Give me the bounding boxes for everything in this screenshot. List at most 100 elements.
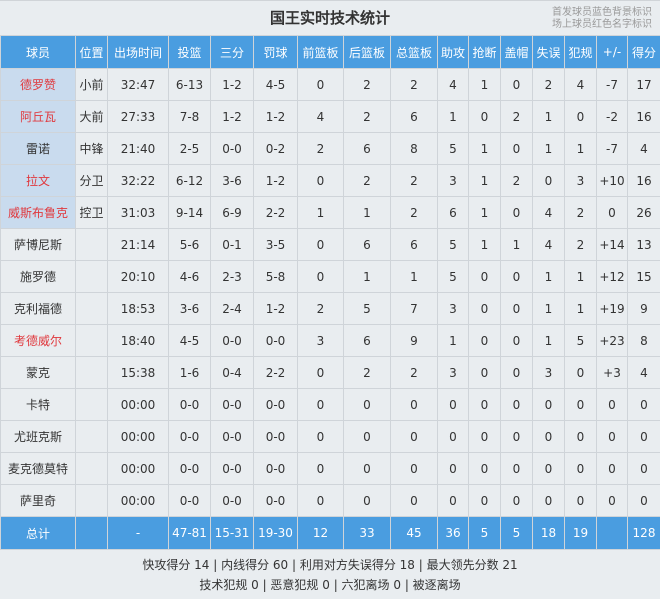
stat-cell: 4 xyxy=(564,68,597,101)
stat-cell: 3 xyxy=(437,292,469,325)
column-header[interactable]: +/- xyxy=(596,35,628,69)
stat-cell: 0 xyxy=(500,260,533,293)
stat-cell: 0 xyxy=(627,388,660,421)
column-header[interactable]: 失误 xyxy=(532,35,565,69)
player-name[interactable]: 萨博尼斯 xyxy=(0,228,76,261)
stat-cell: 0-1 xyxy=(210,228,254,261)
column-header[interactable]: 投篮 xyxy=(168,35,211,69)
player-name[interactable]: 德罗赞 xyxy=(0,68,76,101)
stat-cell: 0-0 xyxy=(210,324,254,357)
stat-cell: 1-2 xyxy=(210,100,254,133)
player-row: 尤班克斯 00:00 0-0 0-0 0-0 0 0 0 0 0 0 0 0 0 0 xyxy=(0,420,660,453)
column-header[interactable]: 三分 xyxy=(210,35,254,69)
stat-cell: 0 xyxy=(627,420,660,453)
stat-cell: 32:22 xyxy=(107,164,169,197)
stat-cell: 0 xyxy=(596,452,628,485)
stat-cell: 4 xyxy=(532,228,565,261)
player-name[interactable]: 拉文 xyxy=(0,164,76,197)
stat-cell: 2 xyxy=(390,356,438,389)
legend-starter: 首发球员蓝色背景标识 xyxy=(552,7,652,18)
stat-cell: 2-4 xyxy=(210,292,254,325)
player-name[interactable]: 考德威尔 xyxy=(0,324,76,357)
player-name[interactable]: 施罗德 xyxy=(0,260,76,293)
stat-cell: 18:40 xyxy=(107,324,169,357)
stat-cell: 6-12 xyxy=(168,164,211,197)
stat-cell: 0 xyxy=(532,164,565,197)
total-cell: 45 xyxy=(390,516,438,550)
column-header[interactable]: 前篮板 xyxy=(297,35,344,69)
stat-cell: 8 xyxy=(627,324,660,357)
stat-cell: 8 xyxy=(390,132,438,165)
column-header[interactable]: 球员 xyxy=(0,35,76,69)
stat-cell: 0 xyxy=(564,356,597,389)
stat-cell: 0 xyxy=(468,420,501,453)
player-name[interactable]: 克利福德 xyxy=(0,292,76,325)
stat-cell: 0 xyxy=(596,484,628,517)
stat-cell: 1-2 xyxy=(253,164,298,197)
player-name[interactable]: 蒙克 xyxy=(0,356,76,389)
stat-cell: 00:00 xyxy=(107,452,169,485)
column-header[interactable]: 后篮板 xyxy=(343,35,391,69)
stat-cell: 3 xyxy=(437,164,469,197)
stat-cell: 6 xyxy=(390,100,438,133)
stat-cell: 17 xyxy=(627,68,660,101)
stat-cell: 1 xyxy=(468,68,501,101)
stat-cell: 1 xyxy=(468,196,501,229)
player-name[interactable]: 卡特 xyxy=(0,388,76,421)
stat-cell: 0 xyxy=(343,484,391,517)
stat-cell: 0-0 xyxy=(210,132,254,165)
stat-cell: 1-2 xyxy=(210,68,254,101)
stat-cell: 6 xyxy=(390,228,438,261)
stat-cell: 2 xyxy=(390,196,438,229)
column-header[interactable]: 位置 xyxy=(75,35,108,69)
stat-cell: 0 xyxy=(297,452,344,485)
player-name[interactable]: 雷诺 xyxy=(0,132,76,165)
stat-cell: 0 xyxy=(500,452,533,485)
player-name[interactable]: 阿丘瓦 xyxy=(0,100,76,133)
stat-cell: 32:47 xyxy=(107,68,169,101)
stat-cell: 0-0 xyxy=(168,484,211,517)
total-cell: 19 xyxy=(564,516,597,550)
column-header[interactable]: 出场时间 xyxy=(107,35,169,69)
player-row: 拉文 分卫 32:22 6-12 3-6 1-2 0 2 2 3 1 2 0 3 +10 16 xyxy=(0,164,660,197)
column-header[interactable]: 犯规 xyxy=(564,35,597,69)
stat-cell: 0 xyxy=(500,324,533,357)
stat-cell: 0 xyxy=(297,356,344,389)
stat-cell: +10 xyxy=(596,164,628,197)
stat-cell: 1-2 xyxy=(253,292,298,325)
stat-cell: 13 xyxy=(627,228,660,261)
stat-cell: 0 xyxy=(297,420,344,453)
player-name[interactable]: 麦克德莫特 xyxy=(0,452,76,485)
column-header[interactable]: 盖帽 xyxy=(500,35,533,69)
stat-cell: 2-3 xyxy=(210,260,254,293)
stat-cell: 0 xyxy=(532,484,565,517)
column-header[interactable]: 罚球 xyxy=(253,35,298,69)
stat-cell: 0 xyxy=(532,388,565,421)
stat-cell: 21:14 xyxy=(107,228,169,261)
player-row: 德罗赞 小前 32:47 6-13 1-2 4-5 0 2 2 4 1 0 2 4 -7 17 xyxy=(0,68,660,101)
stat-cell: 0 xyxy=(437,484,469,517)
column-header[interactable]: 助攻 xyxy=(437,35,469,69)
column-header[interactable]: 得分 xyxy=(627,35,660,69)
stat-cell: 5-8 xyxy=(253,260,298,293)
total-cell: 5 xyxy=(500,516,533,550)
stat-cell: 2 xyxy=(343,164,391,197)
column-header[interactable]: 抢断 xyxy=(468,35,501,69)
player-name[interactable]: 尤班克斯 xyxy=(0,420,76,453)
player-name[interactable]: 威斯布鲁克 xyxy=(0,196,76,229)
stat-cell: 1 xyxy=(532,292,565,325)
stat-cell: 0 xyxy=(437,420,469,453)
player-name[interactable]: 萨里奇 xyxy=(0,484,76,517)
stat-cell: 0 xyxy=(297,228,344,261)
stat-cell: 5 xyxy=(437,132,469,165)
stat-cell xyxy=(75,324,108,357)
stat-cell: 0 xyxy=(627,484,660,517)
stat-cell: 00:00 xyxy=(107,388,169,421)
column-header[interactable]: 总篮板 xyxy=(390,35,438,69)
total-cell: 19-30 xyxy=(253,516,298,550)
stat-cell: 1 xyxy=(564,132,597,165)
stat-cell: 2 xyxy=(500,100,533,133)
stat-cell: 6 xyxy=(343,228,391,261)
player-row: 克利福德 18:53 3-6 2-4 1-2 2 5 7 3 0 0 1 1 +19 9 xyxy=(0,292,660,325)
